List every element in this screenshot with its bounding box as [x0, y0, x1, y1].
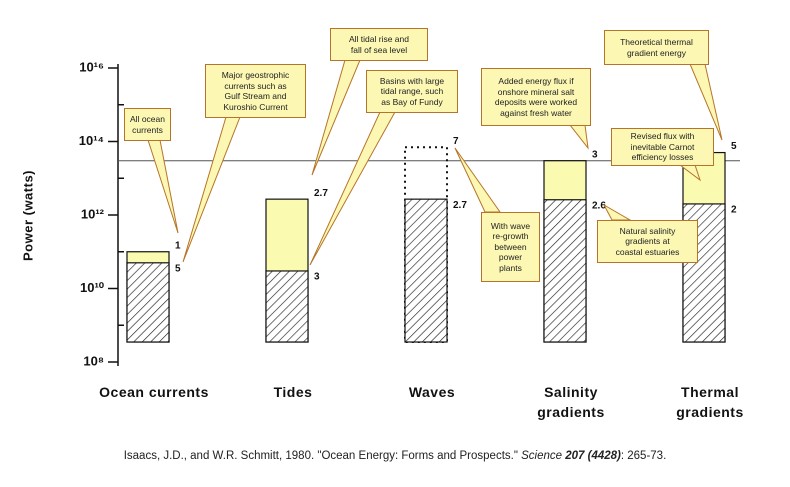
y-tick-label: 10¹⁶ [79, 59, 104, 74]
callout-pointer [602, 203, 632, 221]
annotation: Revised flux with inevitable Carnot effi… [611, 128, 714, 166]
natural-bar [126, 262, 170, 343]
annotation: Added energy flux if onshore mineral sal… [481, 68, 591, 126]
y-axis-label: Power (watts) [20, 170, 36, 262]
value-label: 3 [314, 272, 320, 283]
citation: Isaacs, J.D., and W.R. Schmitt, 1980. "O… [0, 450, 790, 462]
callout-pointer [147, 139, 179, 234]
natural-bar [265, 270, 309, 343]
callout-pointer [311, 59, 361, 176]
value-label: 5 [731, 141, 737, 152]
y-tick-label: 10¹² [81, 206, 105, 221]
value-label: 7 [453, 136, 459, 147]
value-label: 2 [731, 205, 737, 216]
annotation: Basins with large tidal range, such as B… [366, 70, 458, 113]
x-tick-label: Ocean currents [99, 384, 209, 400]
citation-volume: 207 (4428) [565, 450, 621, 462]
annotation: Theoretical thermal gradient energy [604, 30, 709, 65]
y-tick-label: 10¹⁰ [80, 280, 105, 295]
citation-journal: Science [521, 450, 563, 462]
value-label: 1 [175, 240, 181, 251]
annotation: All tidal rise and fall of sea level [330, 28, 428, 61]
citation-text: Isaacs, J.D., and W.R. Schmitt, 1980. "O… [123, 450, 522, 462]
y-tick-label: 10¹⁴ [79, 133, 104, 148]
x-tick-label: Salinity gradients [537, 384, 605, 420]
natural-bar [543, 199, 587, 343]
value-label: 2.7 [314, 188, 328, 199]
value-label: 2.6 [592, 200, 606, 211]
citation-pages: : 265-73. [620, 450, 667, 462]
callout-pointer [182, 116, 241, 263]
value-label: 3 [592, 149, 598, 160]
value-label: 5 [175, 263, 181, 274]
x-tick-label: Tides [273, 384, 313, 400]
value-label: 2.7 [453, 200, 467, 211]
annotation: Major geostrophic currents such as Gulf … [205, 64, 306, 118]
natural-bar [404, 198, 448, 343]
x-tick-label: Waves [408, 384, 456, 400]
annotation: Natural salinity gradients at coastal es… [597, 220, 698, 263]
annotation: With wave re-growth between power plants [481, 212, 540, 282]
annotation: All ocean currents [124, 108, 171, 141]
x-tick-label: Thermal gradients [676, 384, 744, 420]
callout-pointer [568, 124, 589, 150]
y-tick-label: 10⁸ [83, 353, 104, 368]
